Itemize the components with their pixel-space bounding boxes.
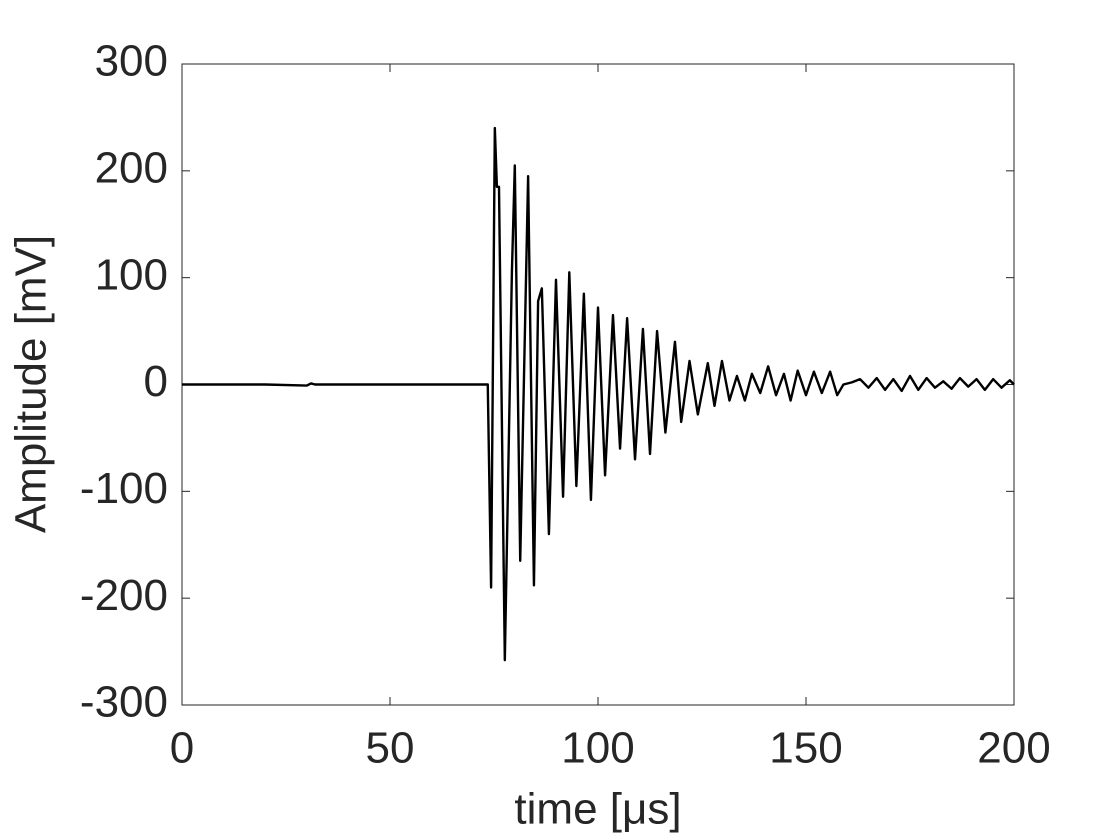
x-tick-label: 200: [977, 724, 1050, 773]
y-axis-label: Amplitude [mV]: [7, 235, 56, 533]
x-tick-label: 50: [366, 724, 415, 773]
x-axis-label: time [μs]: [514, 785, 681, 834]
y-tick-label: -100: [80, 464, 168, 513]
signal-line: [182, 126, 1015, 662]
y-tick-label: 0: [144, 357, 168, 406]
y-tick-label: 200: [95, 143, 168, 192]
y-tick-label: 300: [95, 37, 168, 86]
y-tick-label: 100: [95, 250, 168, 299]
y-tick-label: -200: [80, 571, 168, 620]
x-tick-label: 150: [769, 724, 842, 773]
x-tick-label: 100: [561, 724, 634, 773]
y-tick-label: -300: [80, 678, 168, 727]
x-tick-label: 0: [170, 724, 194, 773]
